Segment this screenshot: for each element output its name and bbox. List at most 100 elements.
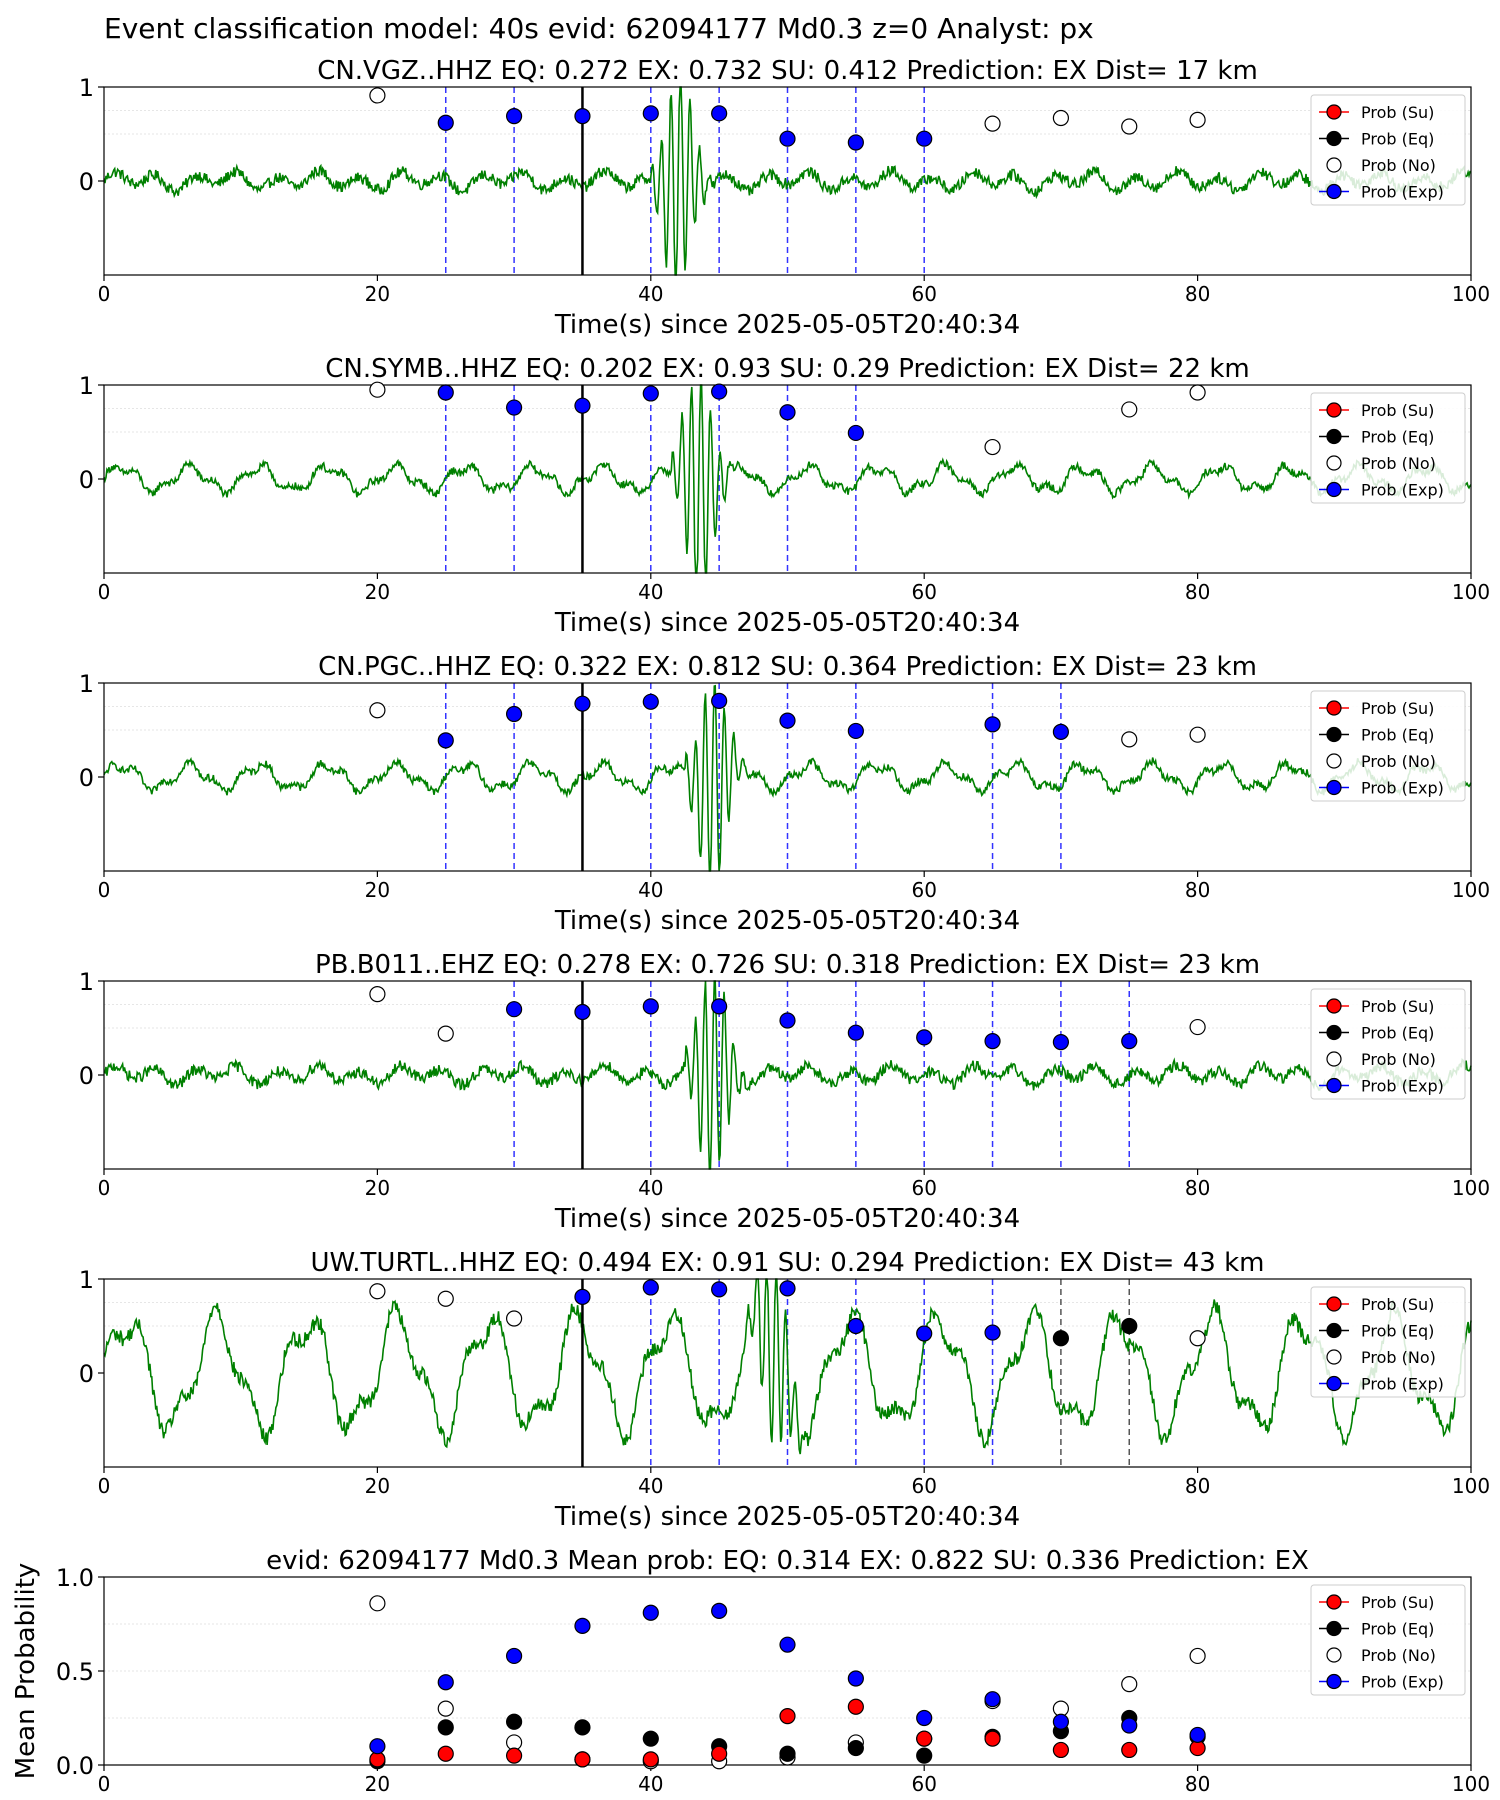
legend-label: Prob (No) xyxy=(1361,156,1436,175)
y-tick-label: 1 xyxy=(79,372,94,400)
point-eq xyxy=(1121,1317,1138,1335)
point-no xyxy=(369,381,386,398)
point-su xyxy=(984,1730,1001,1747)
x-tick-label: 60 xyxy=(911,878,936,902)
legend-label: Prob (Eq) xyxy=(1361,1322,1434,1341)
point-exp xyxy=(574,1003,591,1021)
legend-marker-eq xyxy=(1326,1620,1342,1637)
x-tick-label: 100 xyxy=(1452,1176,1490,1200)
legend-marker-no xyxy=(1326,1349,1342,1365)
point-exp xyxy=(1121,1717,1138,1734)
legend-marker-no xyxy=(1326,753,1342,769)
x-tick-label: 100 xyxy=(1452,878,1490,902)
point-exp xyxy=(779,130,796,147)
point-exp xyxy=(574,108,591,125)
legend-label: Prob (Exp) xyxy=(1361,1673,1444,1692)
legend-marker-su xyxy=(1326,1296,1342,1312)
panel-1: CN.VGZ..HHZ EQ: 0.272 EX: 0.732 SU: 0.41… xyxy=(79,56,1490,340)
x-tick-label: 60 xyxy=(911,580,936,604)
point-exp xyxy=(847,1024,864,1041)
legend-label: Prob (Su) xyxy=(1361,997,1434,1016)
point-no xyxy=(505,1310,523,1327)
point-no xyxy=(1121,1676,1138,1693)
y-tick-label: 0 xyxy=(79,1360,94,1388)
point-su xyxy=(916,1730,933,1747)
x-tick-label: 20 xyxy=(365,1474,390,1498)
legend-marker-su xyxy=(1326,104,1342,120)
point-exp xyxy=(505,1001,523,1018)
legend-label: Prob (Exp) xyxy=(1361,1375,1444,1394)
x-tick-label: 0 xyxy=(98,580,111,604)
legend: Prob (Su) Prob (Eq) Prob (No) Prob (Exp) xyxy=(1310,1584,1466,1696)
panel-5: UW.TURTL..HHZ EQ: 0.494 EX: 0.91 SU: 0.2… xyxy=(79,1248,1490,1532)
point-exp xyxy=(642,693,659,710)
x-tick-label: 100 xyxy=(1452,1772,1490,1796)
point-exp xyxy=(505,399,523,416)
legend-box xyxy=(1310,1286,1466,1398)
point-exp xyxy=(642,105,659,122)
point-no xyxy=(984,438,1001,456)
legend-label: Prob (No) xyxy=(1361,1348,1436,1367)
point-exp xyxy=(711,1602,728,1619)
point-eq xyxy=(916,1747,933,1764)
y-axis-label: Mean Probability xyxy=(11,1563,41,1780)
figure-suptitle: Event classification model: 40s evid: 62… xyxy=(104,12,1094,45)
legend-label: Prob (Eq) xyxy=(1361,1620,1434,1639)
legend-marker-no xyxy=(1326,455,1342,471)
panel-title: CN.SYMB..HHZ EQ: 0.202 EX: 0.93 SU: 0.29… xyxy=(325,354,1249,384)
point-exp xyxy=(847,424,864,442)
y-tick-label: 0.0 xyxy=(56,1752,94,1780)
legend-marker-exp xyxy=(1326,1077,1342,1094)
panel-title: UW.TURTL..HHZ EQ: 0.494 EX: 0.91 SU: 0.2… xyxy=(311,1248,1265,1278)
point-exp xyxy=(437,114,454,131)
point-su xyxy=(1121,1741,1138,1759)
point-exp xyxy=(916,1029,933,1046)
x-axis-label: Time(s) since 2025-05-05T20:40:34 xyxy=(554,1502,1020,1532)
point-exp xyxy=(779,1636,796,1653)
x-tick-label: 20 xyxy=(365,878,390,902)
x-tick-label: 20 xyxy=(365,1176,390,1200)
point-exp xyxy=(711,692,728,709)
point-exp xyxy=(1189,1726,1206,1744)
x-tick-label: 40 xyxy=(638,1474,663,1498)
point-exp xyxy=(1121,1033,1138,1050)
legend-label: Prob (No) xyxy=(1361,752,1436,771)
point-no xyxy=(437,1290,454,1307)
point-exp xyxy=(1052,1713,1070,1730)
legend-label: Prob (Eq) xyxy=(1361,130,1434,149)
legend-marker-exp xyxy=(1326,183,1342,200)
point-eq xyxy=(779,1745,796,1762)
point-no xyxy=(437,1700,454,1717)
panel-4: PB.B011..EHZ EQ: 0.278 EX: 0.726 SU: 0.3… xyxy=(79,950,1490,1234)
x-tick-label: 60 xyxy=(911,1176,936,1200)
y-tick-label: 0 xyxy=(79,466,94,494)
legend-box xyxy=(1310,1584,1466,1696)
y-tick-label: 1 xyxy=(79,74,94,102)
legend-box xyxy=(1310,392,1466,504)
x-tick-label: 0 xyxy=(98,282,111,306)
point-exp xyxy=(916,130,933,147)
y-tick-label: 0 xyxy=(79,1062,94,1090)
panel-title: evid: 62094177 Md0.3 Mean prob: EQ: 0.31… xyxy=(266,1546,1309,1576)
waveform-trace xyxy=(103,384,1472,574)
point-no xyxy=(1121,118,1138,135)
legend-marker-exp xyxy=(1326,779,1342,796)
legend-label: Prob (Eq) xyxy=(1361,428,1434,447)
point-exp xyxy=(779,712,796,729)
legend-label: Prob (Eq) xyxy=(1361,1024,1434,1043)
panel-3: CN.PGC..HHZ EQ: 0.322 EX: 0.812 SU: 0.36… xyxy=(79,652,1490,936)
point-exp xyxy=(1052,1033,1070,1051)
legend-marker-eq xyxy=(1326,726,1342,743)
x-tick-label: 40 xyxy=(638,1176,663,1200)
x-tick-label: 0 xyxy=(98,1474,111,1498)
legend-marker-no xyxy=(1326,1051,1342,1067)
x-axis-label: Time(s) since 2025-05-05T20:40:34 xyxy=(554,310,1020,340)
point-no xyxy=(1189,384,1206,401)
legend-marker-eq xyxy=(1326,428,1342,445)
point-su xyxy=(574,1751,591,1768)
x-tick-label: 80 xyxy=(1185,282,1210,306)
x-tick-label: 80 xyxy=(1185,1474,1210,1498)
point-no xyxy=(1189,726,1206,743)
point-no xyxy=(1121,401,1138,418)
x-tick-label: 100 xyxy=(1452,282,1490,306)
